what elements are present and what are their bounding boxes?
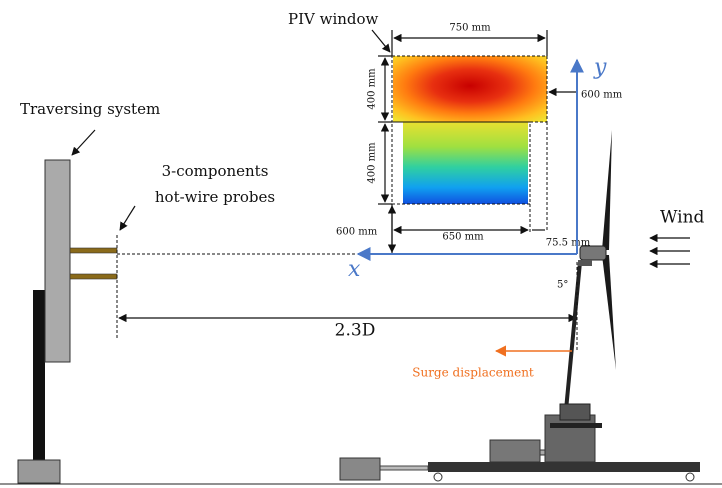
plate [44,159,71,363]
base [17,459,61,484]
tower [564,261,582,411]
surge-label: Surge displacement [412,366,534,380]
blade [602,130,612,250]
piv-field-top [393,56,547,122]
dim-label: 400 mm [367,142,378,184]
wheel [433,472,443,482]
arrow [71,129,96,156]
probe-label: 3-components [162,162,269,180]
traverse-label: Traversing system [20,100,160,118]
dim-label: 75.5 mm [546,238,591,249]
dim-label: 750 mm [449,23,491,34]
actuator [489,439,541,463]
blade [602,255,616,370]
probe [69,273,118,280]
post [33,290,45,460]
arrow [371,29,391,53]
nacelle [579,245,607,261]
piv-label: PIV window [288,10,379,28]
piv-frame-top [391,55,548,123]
arrow [119,205,136,231]
probe [69,247,118,254]
motor [339,457,381,481]
wind-label: Wind [660,208,705,228]
dim-label: 650 mm [442,232,484,243]
piv-field-bottom [403,122,528,204]
wheel [685,472,695,482]
probe-label: hot-wire probes [155,188,275,206]
carriage [544,414,596,463]
dim-label: 400 mm [367,68,378,110]
rod [379,465,429,471]
axis-label: y [593,55,607,80]
rail [428,462,700,472]
dim-label: 600 mm [581,90,623,101]
tilt-label: 5° [557,280,568,291]
distance-label: 2.3D [335,321,376,341]
mount [559,403,591,421]
clamp [550,423,602,428]
dim-label: 600 mm [336,227,378,238]
axis-label: x [348,257,361,282]
hub [578,260,592,266]
